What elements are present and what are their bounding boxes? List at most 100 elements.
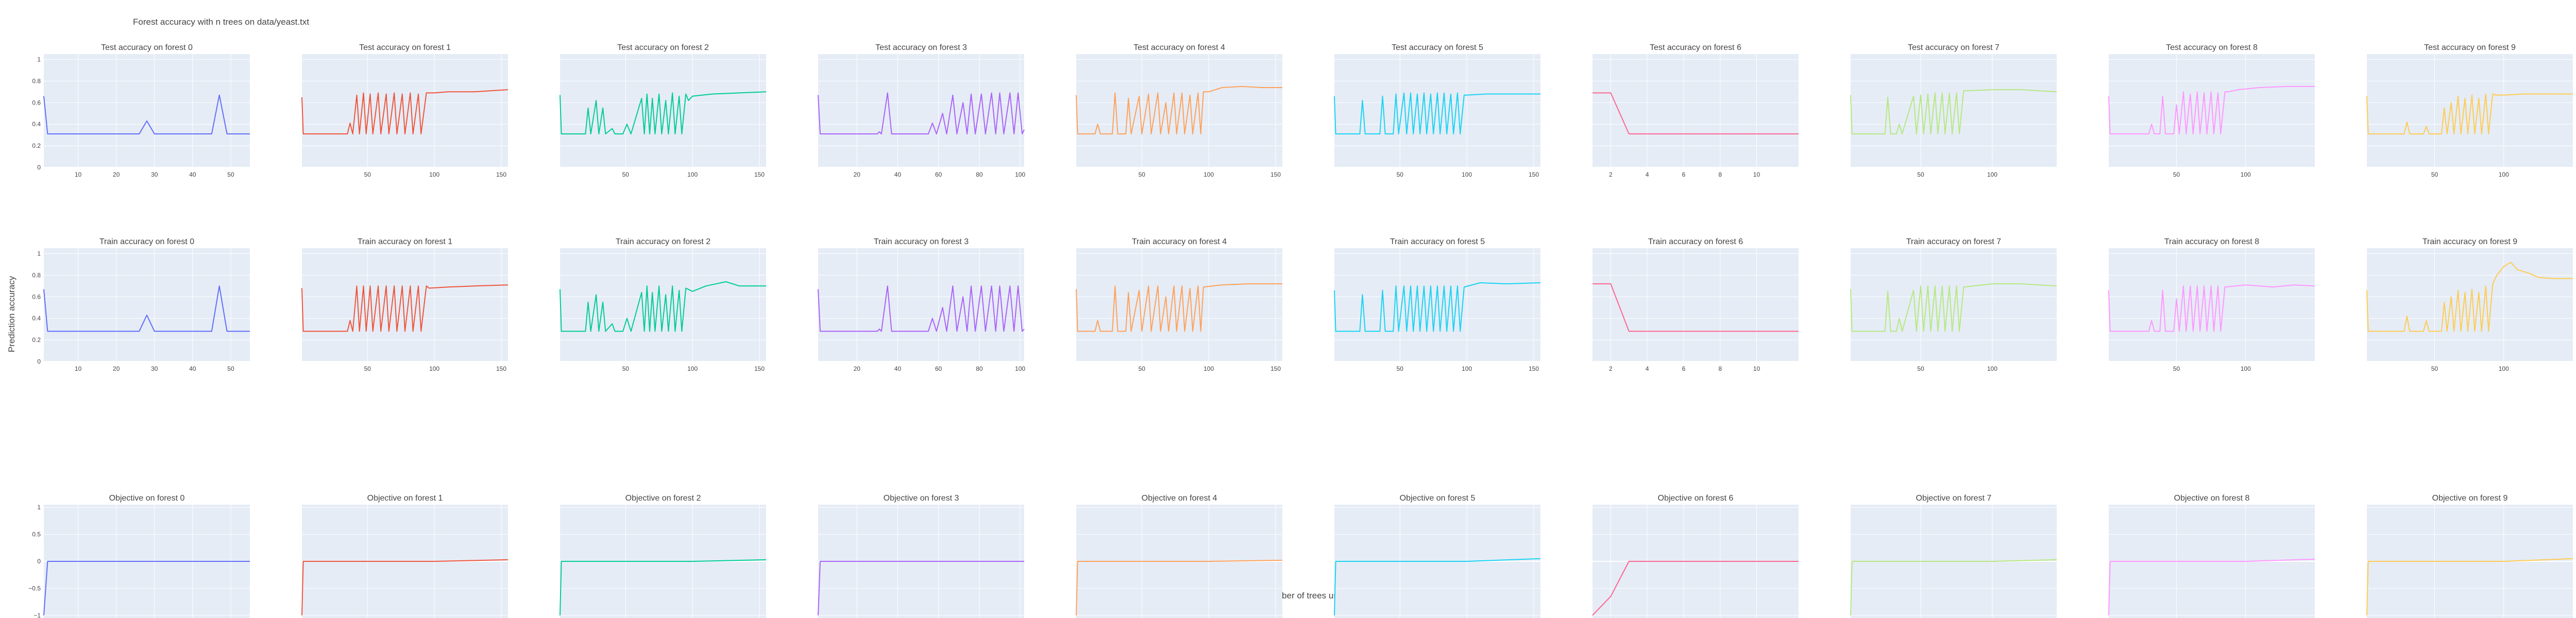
x-tick-label: 8: [1718, 171, 1722, 178]
subplot-title: Test accuracy on forest 1: [359, 43, 451, 52]
subplot-title: Train accuracy on forest 4: [1132, 237, 1227, 246]
subplot-title: Train accuracy on forest 8: [2164, 237, 2259, 246]
x-tick-label: 20: [113, 365, 120, 372]
subplot-objective-9: 50100Objective on forest 9: [2366, 494, 2573, 618]
y-tick-label: 0.8: [32, 271, 41, 279]
x-tick-label: 150: [1529, 171, 1539, 178]
subplot-title: Test accuracy on forest 2: [617, 43, 709, 52]
series-line-forest-8: [2108, 558, 2315, 615]
subplot-title: Objective on forest 2: [625, 494, 701, 503]
subplot-title: Objective on forest 7: [1916, 494, 1992, 503]
series-line-forest-2: [560, 559, 767, 615]
plot-area: [1851, 248, 2057, 362]
x-tick-label: 50: [622, 365, 630, 372]
series-line-forest-8: [2108, 85, 2315, 134]
subplot-title: Test accuracy on forest 9: [2424, 43, 2516, 52]
series-line-forest-9: [2366, 93, 2573, 134]
y-tick-label: 0.8: [32, 77, 41, 84]
x-tick-label: 150: [754, 365, 765, 372]
x-tick-label: 4: [1646, 365, 1649, 372]
series-line-forest-1: [301, 559, 509, 615]
plot-area: [302, 248, 508, 362]
x-tick-label: 10: [75, 365, 82, 372]
x-tick-label: 100: [2241, 171, 2251, 178]
subplot-test-1: 50 100 150 Test accuracy on forest 1: [301, 43, 509, 178]
subplot-test-3: 20 40 60 80 100 Test accuracy on forest 3: [818, 43, 1025, 178]
x-tick-label: 2: [1609, 365, 1613, 372]
series-line-forest-1: [301, 89, 509, 134]
x-tick-label: 100: [687, 365, 698, 372]
series-line-forest-6: [1592, 561, 1799, 616]
subplot-title: Test accuracy on forest 8: [2166, 43, 2258, 52]
x-tick-label: 50: [1917, 171, 1924, 178]
x-tick-label: 20: [854, 365, 861, 372]
x-tick-label: 100: [1987, 171, 1997, 178]
y-tick-label: 0: [37, 558, 41, 565]
subplot-objective-1: 50100150Objective on forest 1: [301, 494, 509, 618]
x-tick-label: 50: [2173, 171, 2180, 178]
x-tick-label: 50: [364, 365, 371, 372]
plot-area: [818, 248, 1024, 362]
series-line-forest-0: [43, 94, 250, 134]
plot-area: [1334, 54, 1540, 167]
x-tick-label: 80: [976, 171, 983, 178]
subplot-train-3: 20 40 60 80 100 Train accuracy on forest 3: [818, 237, 1025, 372]
subplot-title: Train accuracy on forest 2: [616, 237, 710, 246]
series-line-forest-7: [1850, 559, 2057, 615]
x-tick-label: 100: [1987, 365, 1997, 372]
x-tick-label: 100: [1462, 365, 1472, 372]
subplot-title: Train accuracy on forest 5: [1390, 237, 1485, 246]
y-tick-label: 0.5: [32, 531, 41, 538]
subplot-title: Objective on forest 0: [109, 494, 185, 503]
x-tick-label: 100: [1204, 171, 1214, 178]
subplot-objective-2: 50100150Objective on forest 2: [560, 494, 767, 618]
subplot-train-9: 50 100 Train accuracy on forest 9: [2366, 237, 2573, 372]
series-line-forest-5: [1334, 282, 1541, 332]
series-line-forest-5: [1334, 92, 1540, 134]
subplot-title: Train accuracy on forest 6: [1648, 237, 1743, 246]
x-tick-label: 40: [894, 171, 902, 178]
subplot-title: Train accuracy on forest 3: [874, 237, 969, 246]
series-line-forest-5: [1334, 558, 1541, 615]
x-tick-label: 100: [1015, 365, 1025, 372]
x-tick-label: 100: [2241, 365, 2251, 372]
x-tick-label: 30: [151, 171, 158, 178]
subplot-test-8: 50 100 Test accuracy on forest 8: [2108, 43, 2315, 178]
subplot-objective-0: −1−0.500.511020304050Objective on forest…: [28, 494, 250, 618]
subplot-objective-7: 50100Objective on forest 7: [1850, 494, 2057, 618]
series-line-forest-3: [818, 92, 1025, 134]
plot-area: [2367, 248, 2573, 362]
x-tick-label: 100: [687, 171, 698, 178]
y-tick-label: 0: [37, 358, 41, 365]
x-tick-label: 50: [2173, 365, 2180, 372]
subplot-test-0: 0 0.2 0.4 0.6 0.8 1 10 20 30 40 50 Test accuracy on…: [32, 43, 250, 178]
x-tick-label: 40: [894, 365, 902, 372]
x-tick-label: 100: [1015, 171, 1025, 178]
y-tick-label: 0.4: [32, 315, 41, 322]
subplot-test-4: 50 100 150 Test accuracy on forest 4: [1076, 43, 1282, 178]
series-line-forest-3: [818, 561, 1024, 615]
series-line-forest-7: [1850, 283, 2057, 332]
subplot-title: Test accuracy on forest 7: [1908, 43, 1999, 52]
series-line-forest-4: [1076, 559, 1283, 615]
y-tick-label: −1: [33, 612, 41, 618]
series-line-forest-2: [560, 281, 766, 332]
plot-area: [560, 248, 766, 362]
series-line-forest-0: [43, 285, 250, 332]
subplot-objective-8: 50100Objective on forest 8: [2108, 494, 2315, 618]
subplot-title: Objective on forest 6: [1658, 494, 1734, 503]
series-line-forest-1: [301, 284, 509, 332]
subplot-test-5: 50 100 150 Test accuracy on forest 5: [1334, 43, 1540, 178]
y-tick-label: 0.6: [32, 99, 41, 106]
subplot-title: Test accuracy on forest 0: [101, 43, 193, 52]
subplot-test-6: 2 4 6 8 10 Test accuracy on forest 6: [1592, 43, 1799, 178]
subplot-objective-3: 20406080100Objective on forest 3: [818, 494, 1024, 618]
x-tick-label: 10: [1753, 365, 1760, 372]
plot-area: [44, 248, 250, 362]
series-line-forest-4: [1076, 85, 1282, 134]
series-line-forest-7: [1850, 89, 2057, 134]
y-tick-label: 0: [37, 164, 41, 171]
series-line-forest-8: [2108, 284, 2315, 332]
x-tick-label: 6: [1682, 365, 1686, 372]
subplot-title: Objective on forest 4: [1142, 494, 1217, 503]
